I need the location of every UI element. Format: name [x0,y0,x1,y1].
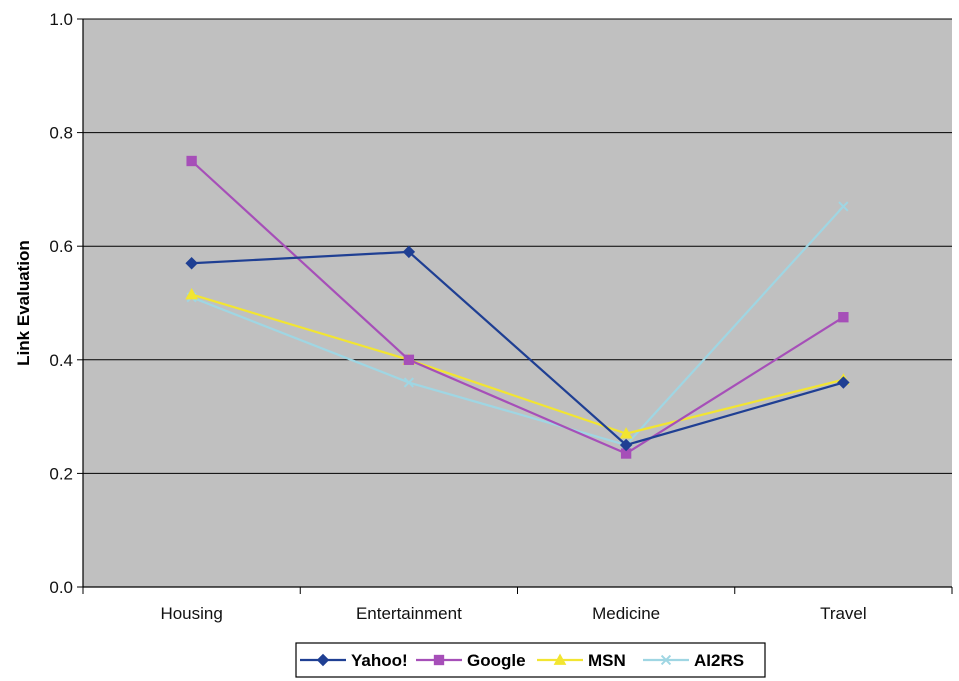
series-google [186,155,849,459]
data-point-google [186,155,197,167]
gridlines [83,18,952,474]
data-point-ai2rs [838,201,849,212]
marker-stroke [660,654,672,666]
data-point-yahoo [619,438,633,452]
data-point-google [838,312,849,323]
marker-stroke [403,377,414,388]
x-tick-label: Housing [160,604,222,623]
data-point-msn [619,427,633,439]
legend-marker [553,653,567,665]
y-tick-label: 1.0 [49,10,73,29]
x-tick-labels: Housing Entertainment Medicine Travel [160,604,866,623]
y-axis-title: Link Evaluation [14,240,33,366]
series-line-msn [191,293,844,435]
marker-stroke [838,201,849,212]
x-tick-label: Medicine [592,604,660,623]
x-tick-label: Travel [820,604,867,623]
series-line-google [190,160,844,455]
y-tick-labels: 0.0 0.2 0.4 0.6 0.8 1.0 [49,10,73,597]
y-tick-label: 0.0 [49,578,73,597]
y-tick-label: 0.4 [49,351,73,370]
legend-marker [433,654,445,666]
legend: Yahoo! Google MSN AI2RS [295,642,766,678]
series-yahoo [185,245,850,452]
data-point-yahoo [402,245,416,259]
y-tick-label: 0.2 [49,464,73,483]
axes [77,18,953,594]
x-tick-label: Entertainment [356,604,462,623]
legend-item-msn: MSN [537,651,626,670]
data-point-yahoo [185,257,198,270]
series-layer [185,155,850,459]
legend-marker [316,653,330,667]
legend-label: MSN [588,651,626,670]
legend-item-ai2rs: AI2RS [643,651,744,670]
series-line-ai2rs [191,205,845,447]
y-tick-label: 0.8 [49,124,73,143]
data-point-ai2rs [403,377,414,388]
plot-area [83,19,952,587]
data-point-yahoo [837,376,850,389]
legend-item-yahoo: Yahoo! [300,651,408,670]
legend-item-google: Google [416,651,526,670]
legend-label: Google [467,651,526,670]
data-point-google [403,354,415,365]
y-tick-label: 0.6 [49,237,73,256]
legend-marker [660,654,672,666]
series-line-yahoo [191,250,844,447]
legend-label: Yahoo! [351,651,408,670]
legend-label: AI2RS [694,651,744,670]
data-point-msn [185,287,198,300]
